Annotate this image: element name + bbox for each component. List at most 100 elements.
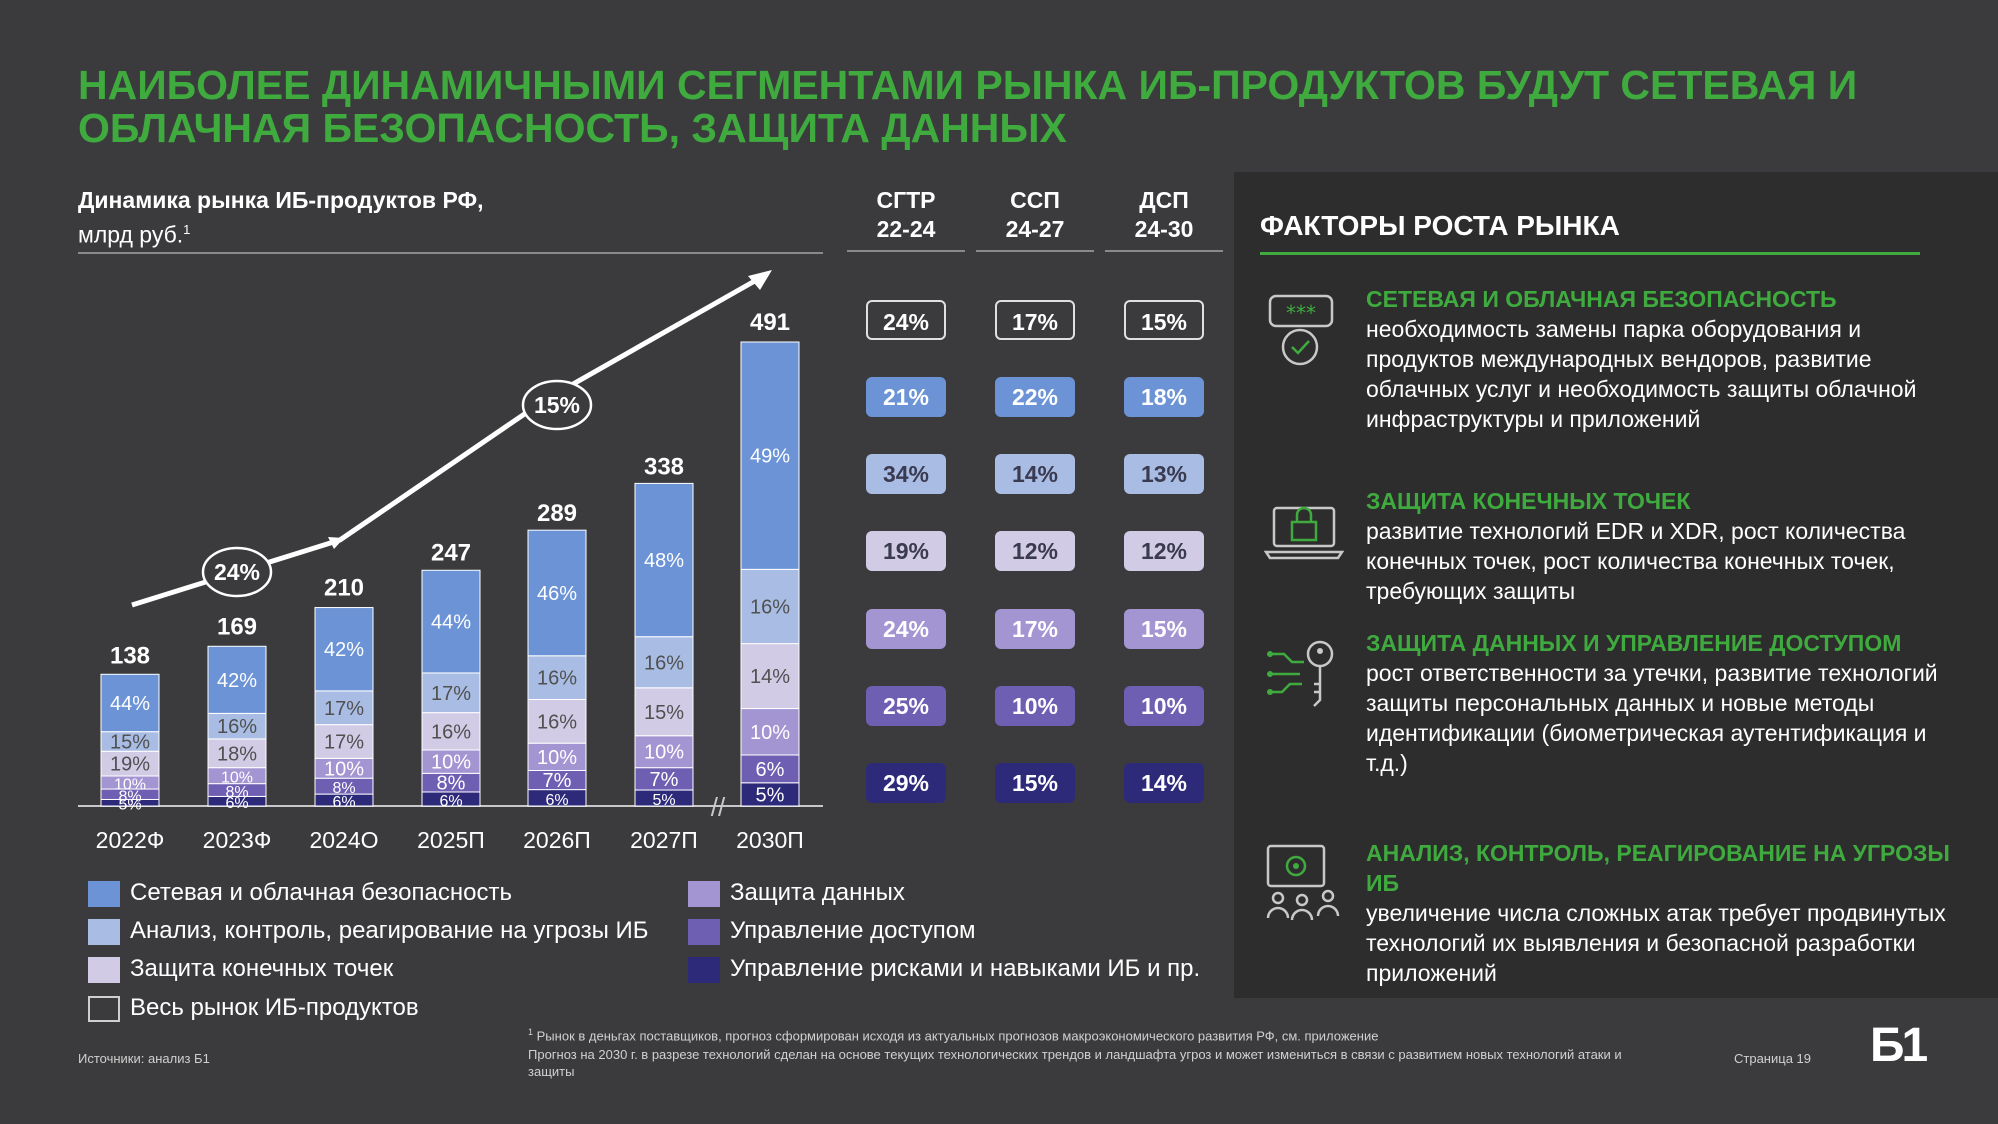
bar-segment: [207, 645, 267, 714]
segment-label: 10%: [537, 747, 577, 769]
bar-segment: [207, 738, 267, 769]
segment-label: 6%: [332, 794, 355, 811]
chart-unit: млрд руб.1: [78, 221, 191, 248]
segment-label: 17%: [324, 698, 364, 720]
segment-label: 8%: [225, 784, 248, 801]
growth-bubble-label: 15%: [534, 392, 580, 418]
bar-segment: [207, 712, 267, 740]
legend-swatch: [688, 918, 720, 945]
segment-label: 15%: [644, 702, 684, 724]
bar-total-label: 247: [431, 540, 471, 567]
cagr-cell: 14%: [995, 454, 1075, 494]
growth-bubble: [201, 546, 273, 598]
footnote-1: 1 Рынок в деньгах поставщиков, прогноз с…: [528, 1027, 1379, 1044]
segment-label: 10%: [324, 758, 364, 780]
bar-total-label: 210: [324, 575, 364, 602]
legend-swatch: [688, 880, 720, 907]
cagr-cell: 15%: [1124, 300, 1204, 340]
legend-endpoint: Защита конечных точек: [88, 954, 393, 984]
legend-swatch: [88, 918, 120, 945]
bar-segment: [527, 529, 587, 657]
segment-label: 16%: [217, 716, 257, 738]
bar-segment: [634, 735, 694, 769]
segment-label: 6%: [545, 792, 568, 809]
cagr-header-3: ДСП 24-30: [1105, 186, 1223, 252]
cagr-cell: 25%: [866, 686, 946, 726]
segment-label: 17%: [431, 683, 471, 705]
cagr-cell: 34%: [866, 454, 946, 494]
segment-label: 49%: [750, 446, 790, 468]
chat-password-check-icon: ***: [1268, 294, 1334, 366]
legend-threat-analysis: Анализ, контроль, реагирование на угрозы…: [88, 916, 649, 946]
legend-data-protection: Защита данных: [688, 878, 905, 908]
segment-label: 48%: [644, 550, 684, 572]
legend-swatch: [88, 995, 120, 1022]
segment-label: 19%: [110, 754, 150, 776]
cagr-cell: 13%: [1124, 454, 1204, 494]
factor-network-cloud: СЕТЕВАЯ И ОБЛАЧНАЯ БЕЗОПАСНОСТЬ необходи…: [1366, 286, 1917, 432]
bar-segment: [421, 712, 481, 751]
footnote-2: Прогноз на 2030 г. в разрезе технологий …: [528, 1047, 1622, 1079]
axis-break-mark: //: [711, 792, 726, 822]
legend-swatch: [88, 956, 120, 983]
bar-total-label: 289: [537, 500, 577, 527]
segment-label: 15%: [110, 731, 150, 753]
cagr-cell: 18%: [1124, 377, 1204, 417]
x-tick-label: 2023Ф: [203, 827, 272, 853]
cagr-cell: 17%: [995, 609, 1075, 649]
segment-label: 16%: [750, 596, 790, 618]
bar-total-label: 338: [644, 454, 684, 481]
segment-label: 42%: [217, 670, 257, 692]
bar-segment: [100, 750, 160, 777]
svg-text:***: ***: [1286, 301, 1316, 325]
bar-segment: [421, 672, 481, 714]
laptop-lock-icon: [1264, 506, 1344, 560]
cagr-header-2: ССП 24-27: [976, 186, 1094, 252]
page-title: НАИБОЛЕЕ ДИНАМИЧНЫМИ СЕГМЕНТАМИ РЫНКА ИБ…: [78, 62, 1858, 151]
segment-label: 6%: [756, 759, 785, 781]
cagr-cell: 15%: [995, 763, 1075, 803]
segment-label: 14%: [750, 666, 790, 688]
legend-network-cloud: Сетевая и облачная безопасность: [88, 878, 512, 908]
segment-label: 5%: [118, 797, 141, 814]
cagr-cell: 22%: [995, 377, 1075, 417]
segment-label: 46%: [537, 583, 577, 605]
cagr-cell: 10%: [995, 686, 1075, 726]
segment-label: 10%: [431, 752, 471, 774]
factor-threat-analysis: АНАЛИЗ, КОНТРОЛЬ, РЕАГИРОВАНИЕ НА УГРОЗЫ…: [1366, 840, 1950, 986]
segment-label: 8%: [437, 773, 466, 795]
cagr-cell: 24%: [866, 609, 946, 649]
bar-segment: [314, 607, 374, 692]
cagr-cell: 24%: [866, 300, 946, 340]
bar-segment: [634, 687, 694, 737]
x-tick-label: 2027П: [630, 827, 698, 853]
segment-label: 5%: [652, 792, 675, 809]
page-number: Страница 19: [1734, 1051, 1811, 1066]
monitor-users-gear-icon: [1266, 844, 1340, 921]
segment-label: 8%: [332, 780, 355, 797]
segment-label: 18%: [217, 743, 257, 765]
bar-segment: [740, 643, 800, 710]
segment-label: 10%: [114, 777, 146, 794]
sources-note: Источники: анализ Б1: [78, 1051, 210, 1066]
bar-segment: [314, 724, 374, 759]
cagr-cell: 21%: [866, 377, 946, 417]
cagr-header-1: СГТР 22-24: [847, 186, 965, 252]
segment-label: 8%: [118, 788, 141, 805]
segment-label: 10%: [750, 722, 790, 744]
bar-total-label: 138: [110, 643, 150, 670]
cagr-cell: 17%: [995, 300, 1075, 340]
growth-bubble: [521, 379, 593, 431]
x-tick-label: 2022Ф: [96, 827, 165, 853]
segment-label: 6%: [225, 795, 248, 812]
cagr-cell: 12%: [995, 531, 1075, 571]
segment-label: 5%: [756, 784, 785, 806]
cagr-cell: 12%: [1124, 531, 1204, 571]
segment-label: 10%: [221, 770, 253, 787]
segment-label: 42%: [324, 639, 364, 661]
segment-label: 7%: [650, 769, 679, 791]
bar-segment: [100, 673, 160, 733]
stacked-bar-chart: 5%8%10%19%15%44%1382022Ф6%8%10%18%16%42%…: [78, 270, 823, 853]
bar-total-label: 491: [750, 309, 790, 336]
bar-segment: [527, 698, 587, 744]
